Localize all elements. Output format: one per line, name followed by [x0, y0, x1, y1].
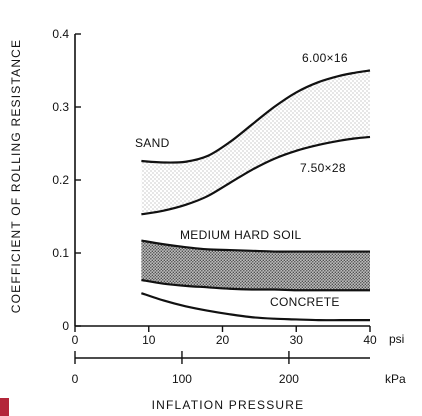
x-psi-tick-label: 20	[216, 333, 230, 347]
plot-area	[141, 69, 371, 322]
x-axis-kpa-unit: kPa	[385, 372, 406, 386]
x-axis-kpa-ticks: 0 100 200	[72, 351, 299, 386]
series-label-medium-hard-soil: MEDIUM HARD SOIL	[180, 228, 302, 242]
series-label-concrete: CONCRETE	[270, 295, 340, 309]
sand-lower-curve	[141, 135, 371, 216]
medium-hard-soil-lower-curve	[141, 278, 370, 292]
x-psi-tick-label: 0	[72, 333, 79, 347]
y-tick-label: 0.3	[52, 100, 69, 114]
x-axis-title: INFLATION PRESSURE	[152, 398, 305, 412]
y-ticks: 0 0.1 0.2 0.3 0.4	[52, 27, 81, 333]
y-tick-label: 0.4	[52, 27, 69, 41]
medium-hard-soil-upper-curve	[141, 239, 370, 253]
y-tick-label: 0.2	[52, 173, 69, 187]
x-psi-tick-label: 30	[290, 333, 304, 347]
sand-upper-curve	[141, 69, 371, 164]
x-psi-tick-label: 10	[142, 333, 156, 347]
y-tick-label: 0.1	[52, 246, 69, 260]
x-kpa-tick-label: 100	[172, 372, 192, 386]
y-axis-title: COEFFICIENT OF ROLLING RESISTANCE	[9, 39, 23, 314]
sand-upper-tire-label: 6.00×16	[302, 51, 348, 65]
sand-band-fill	[141, 70, 370, 215]
x-psi-tick-label: 40	[363, 333, 377, 347]
medium-hard-soil-band-fill	[141, 240, 370, 291]
concrete-curve	[141, 292, 370, 322]
sand-lower-tire-label: 7.50×28	[300, 161, 346, 175]
y-tick-label: 0	[62, 319, 69, 333]
x-axis-psi-ticks: 0 10 20 30 40	[72, 326, 377, 347]
x-kpa-tick-label: 200	[279, 372, 299, 386]
x-axis-psi-unit: psi	[389, 332, 404, 346]
corner-color-mark	[0, 398, 9, 416]
series-label-sand: SAND	[135, 136, 170, 150]
x-kpa-tick-label: 0	[72, 372, 79, 386]
